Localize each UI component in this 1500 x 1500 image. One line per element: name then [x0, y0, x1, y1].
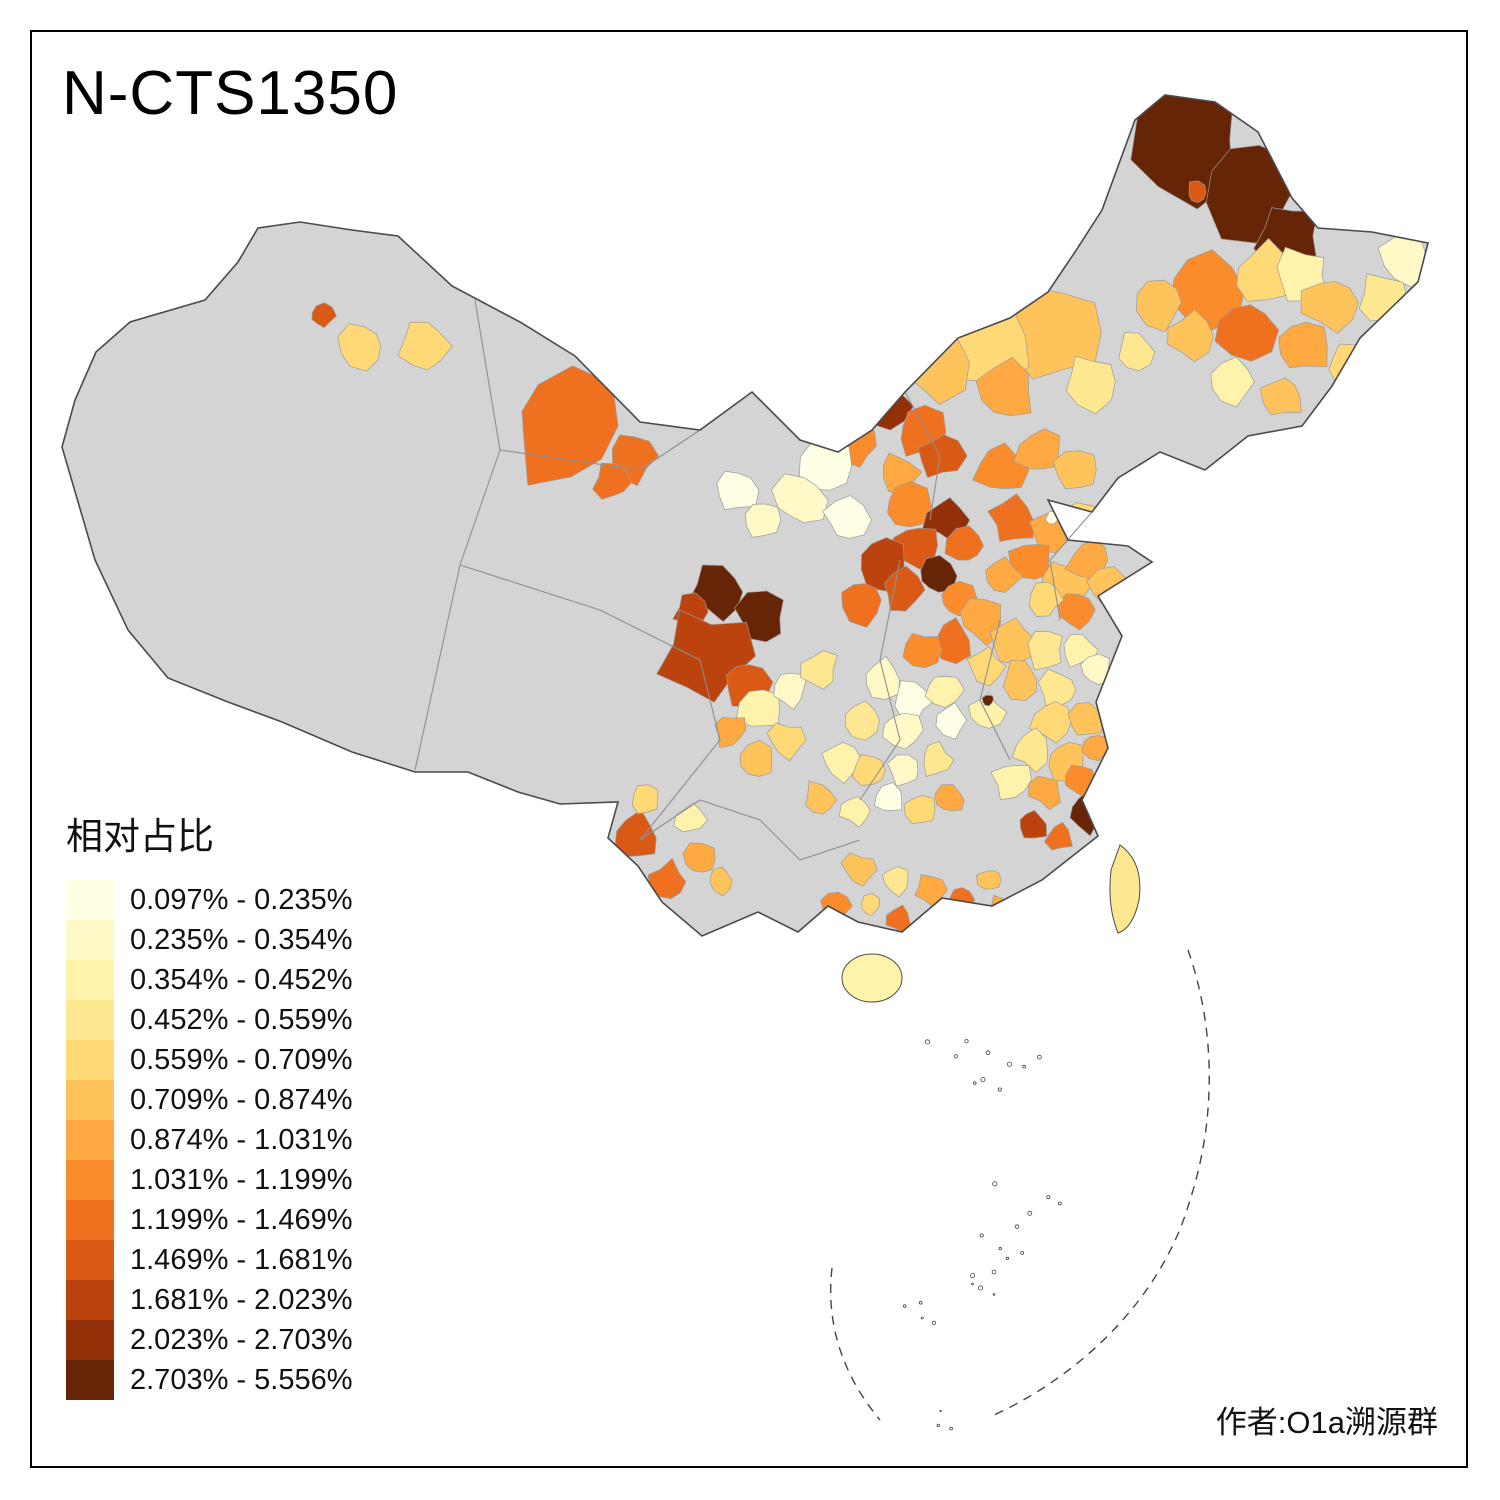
legend-label: 0.354% - 0.452%: [130, 963, 353, 996]
legend-label: 0.559% - 0.709%: [130, 1043, 353, 1076]
legend-label: 1.031% - 1.199%: [130, 1163, 353, 1196]
legend-row: 2.023% - 2.703%: [66, 1320, 352, 1360]
legend-label: 0.235% - 0.354%: [130, 923, 353, 956]
legend-swatch: [66, 920, 114, 960]
legend-swatch: [66, 1160, 114, 1200]
author-credit: 作者:O1a溯源群: [1215, 1405, 1438, 1440]
legend-swatch: [66, 1280, 114, 1320]
map-frame: [30, 30, 1468, 1468]
legend-row: 0.354% - 0.452%: [66, 960, 352, 1000]
legend-row: 1.681% - 2.023%: [66, 1280, 352, 1320]
legend-swatch: [66, 1240, 114, 1280]
legend-row: 0.874% - 1.031%: [66, 1120, 352, 1160]
legend-swatch: [66, 1080, 114, 1120]
legend-swatch: [66, 880, 114, 920]
legend-label: 1.681% - 2.023%: [130, 1283, 353, 1316]
legend-row: 1.469% - 1.681%: [66, 1240, 352, 1280]
legend-label: 2.023% - 2.703%: [130, 1323, 353, 1356]
legend-label: 0.709% - 0.874%: [130, 1083, 353, 1116]
legend-swatch: [66, 1320, 114, 1360]
legend-row: 0.709% - 0.874%: [66, 1080, 352, 1120]
legend-row: 2.703% - 5.556%: [66, 1360, 352, 1400]
legend-label: 0.097% - 0.235%: [130, 883, 353, 916]
legend-label: 1.199% - 1.469%: [130, 1203, 353, 1236]
legend-swatch: [66, 960, 114, 1000]
legend-label: 0.874% - 1.031%: [130, 1123, 353, 1156]
legend-title: 相对占比: [66, 816, 214, 857]
legend: 相对占比 0.097% - 0.235% 0.235% - 0.354% 0.354…: [66, 806, 352, 1400]
legend-row: 1.199% - 1.469%: [66, 1200, 352, 1240]
legend-swatch: [66, 1360, 114, 1400]
legend-row: 1.031% - 1.199%: [66, 1160, 352, 1200]
legend-label: 2.703% - 5.556%: [130, 1363, 353, 1396]
legend-swatch: [66, 1040, 114, 1080]
legend-rows: 0.097% - 0.235% 0.235% - 0.354% 0.354% - 0…: [66, 880, 352, 1400]
legend-row: 0.559% - 0.709%: [66, 1040, 352, 1080]
legend-swatch: [66, 1000, 114, 1040]
legend-row: 0.452% - 0.559%: [66, 1000, 352, 1040]
legend-row: 0.097% - 0.235%: [66, 880, 352, 920]
page-title: N-CTS1350: [62, 59, 399, 128]
legend-row: 0.235% - 0.354%: [66, 920, 352, 960]
legend-swatch: [66, 1120, 114, 1160]
legend-label: 1.469% - 1.681%: [130, 1243, 353, 1276]
legend-label: 0.452% - 0.559%: [130, 1003, 353, 1036]
legend-swatch: [66, 1200, 114, 1240]
